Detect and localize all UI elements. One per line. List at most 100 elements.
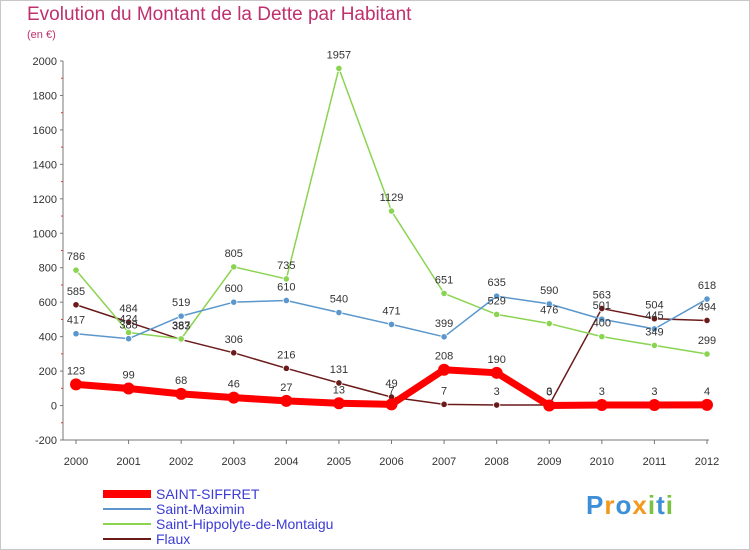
data-point-saint-maximin: [230, 298, 238, 306]
logo-letter: r: [604, 490, 616, 520]
data-point-saint-siffret: [701, 398, 713, 411]
data-point-saint-siffret: [332, 397, 345, 410]
data-label-flaux: 484: [119, 303, 137, 315]
data-point-saint-maximin: [124, 335, 133, 343]
data-label-saint-siffret: 99: [122, 369, 134, 381]
y-tick-label: 1600: [33, 125, 57, 137]
data-point-saint-siffret: [385, 398, 398, 411]
legend-label: Saint-Maximin: [156, 501, 245, 517]
data-point-flaux: [124, 318, 133, 326]
data-label-saint-maximin: 471: [382, 305, 400, 317]
data-label-saint-siffret: 123: [67, 365, 85, 377]
data-label-saint-siffret: 3: [599, 386, 605, 398]
data-label-saint-maximin: 501: [593, 300, 611, 312]
x-tick-label: 2009: [537, 456, 561, 468]
data-label-flaux: 216: [277, 349, 295, 361]
data-point-flaux: [440, 400, 448, 408]
data-point-saint-maximin: [703, 295, 711, 303]
data-label-saint-hippolyte-de-montaigu: 1129: [380, 192, 404, 204]
data-label-saint-hippolyte-de-montaigu: 299: [698, 335, 716, 347]
data-point-flaux: [282, 364, 290, 372]
data-point-flaux: [650, 315, 659, 323]
data-point-saint-siffret: [438, 363, 451, 376]
x-tick-label: 2012: [695, 456, 719, 468]
series-line-saint-maximin: [75, 295, 708, 340]
data-label-saint-hippolyte-de-montaigu: 735: [277, 260, 295, 272]
y-tick-label: 1800: [33, 90, 57, 102]
x-tick-label: 2003: [222, 456, 246, 468]
data-point-saint-hippolyte-de-montaigu: [545, 319, 553, 328]
data-point-saint-maximin: [440, 333, 448, 341]
data-label-saint-siffret: 68: [175, 375, 187, 387]
data-label-saint-siffret: 4: [704, 386, 710, 398]
x-tick-label: 2011: [643, 456, 667, 468]
legend-label: Flaux: [156, 531, 190, 547]
x-tick-label: 2007: [432, 456, 456, 468]
y-tick-label: 600: [39, 297, 57, 309]
logo-letter: i: [665, 490, 674, 520]
data-label-saint-hippolyte-de-montaigu: 387: [172, 320, 190, 332]
data-label-saint-siffret: 190: [487, 354, 505, 366]
data-point-flaux: [72, 301, 80, 309]
data-label-saint-maximin: 610: [277, 281, 295, 293]
data-point-saint-hippolyte-de-montaigu: [230, 263, 238, 271]
data-point-saint-maximin: [598, 315, 606, 323]
y-tick-label: 1200: [33, 194, 57, 206]
data-label-saint-maximin: 519: [172, 297, 190, 309]
data-label-flaux: 49: [385, 378, 397, 390]
data-point-saint-maximin: [282, 296, 290, 305]
data-point-saint-hippolyte-de-montaigu: [177, 335, 185, 343]
data-point-saint-hippolyte-de-montaigu: [387, 207, 396, 215]
x-tick-label: 2002: [169, 456, 193, 468]
data-label-saint-hippolyte-de-montaigu: 424: [119, 314, 137, 326]
data-label-saint-maximin: 590: [540, 285, 558, 297]
data-label-flaux: 3: [546, 386, 552, 398]
y-tick-label: -200: [35, 435, 57, 447]
data-point-saint-maximin: [387, 320, 396, 329]
data-label-saint-siffret: 13: [333, 384, 345, 396]
data-label-flaux: 383: [172, 321, 190, 333]
data-label-flaux: 3: [494, 386, 500, 398]
data-point-saint-maximin: [335, 308, 343, 317]
data-label-saint-hippolyte-de-montaigu: 349: [645, 326, 663, 338]
logo-letter: x: [632, 490, 648, 520]
chart-subtitle: (en €): [27, 29, 56, 41]
data-label-flaux: 7: [441, 385, 447, 397]
data-point-flaux: [598, 304, 606, 313]
logo-letter: i: [647, 490, 657, 520]
data-point-saint-hippolyte-de-montaigu: [650, 341, 659, 350]
x-tick-label: 2005: [327, 456, 351, 468]
data-point-saint-hippolyte-de-montaigu: [598, 333, 606, 341]
data-point-saint-siffret: [648, 399, 661, 412]
data-label-saint-siffret: 208: [435, 351, 453, 363]
data-label-saint-siffret: 0: [546, 387, 552, 399]
data-point-saint-maximin: [177, 312, 185, 320]
data-point-saint-hippolyte-de-montaigu: [703, 350, 711, 358]
data-label-flaux: 585: [67, 286, 85, 298]
data-label-saint-siffret: 7: [388, 385, 394, 397]
data-point-saint-hippolyte-de-montaigu: [335, 64, 343, 73]
data-point-saint-hippolyte-de-montaigu: [282, 275, 290, 283]
data-point-flaux: [230, 349, 238, 357]
data-point-saint-hippolyte-de-montaigu: [440, 289, 448, 297]
data-label-saint-maximin: 600: [225, 283, 243, 295]
logo-letter: t: [656, 490, 666, 520]
data-label-flaux: 131: [330, 364, 348, 376]
data-label-saint-maximin: 540: [330, 294, 348, 306]
data-point-saint-siffret: [175, 387, 188, 400]
data-label-saint-maximin: 417: [67, 315, 85, 327]
data-point-saint-maximin: [72, 330, 80, 338]
data-label-saint-hippolyte-de-montaigu: 651: [435, 274, 453, 286]
data-point-saint-maximin: [493, 292, 501, 300]
legend-label: Saint-Hippolyte-de-Montaigu: [156, 516, 333, 532]
data-point-saint-hippolyte-de-montaigu: [493, 310, 501, 319]
data-label-saint-hippolyte-de-montaigu: 786: [67, 251, 85, 263]
data-label-saint-hippolyte-de-montaigu: 1957: [327, 49, 351, 61]
logo-letter: P: [586, 490, 605, 520]
data-point-saint-maximin: [545, 300, 553, 308]
data-label-saint-maximin: 445: [645, 310, 663, 322]
x-tick-label: 2008: [484, 456, 508, 468]
